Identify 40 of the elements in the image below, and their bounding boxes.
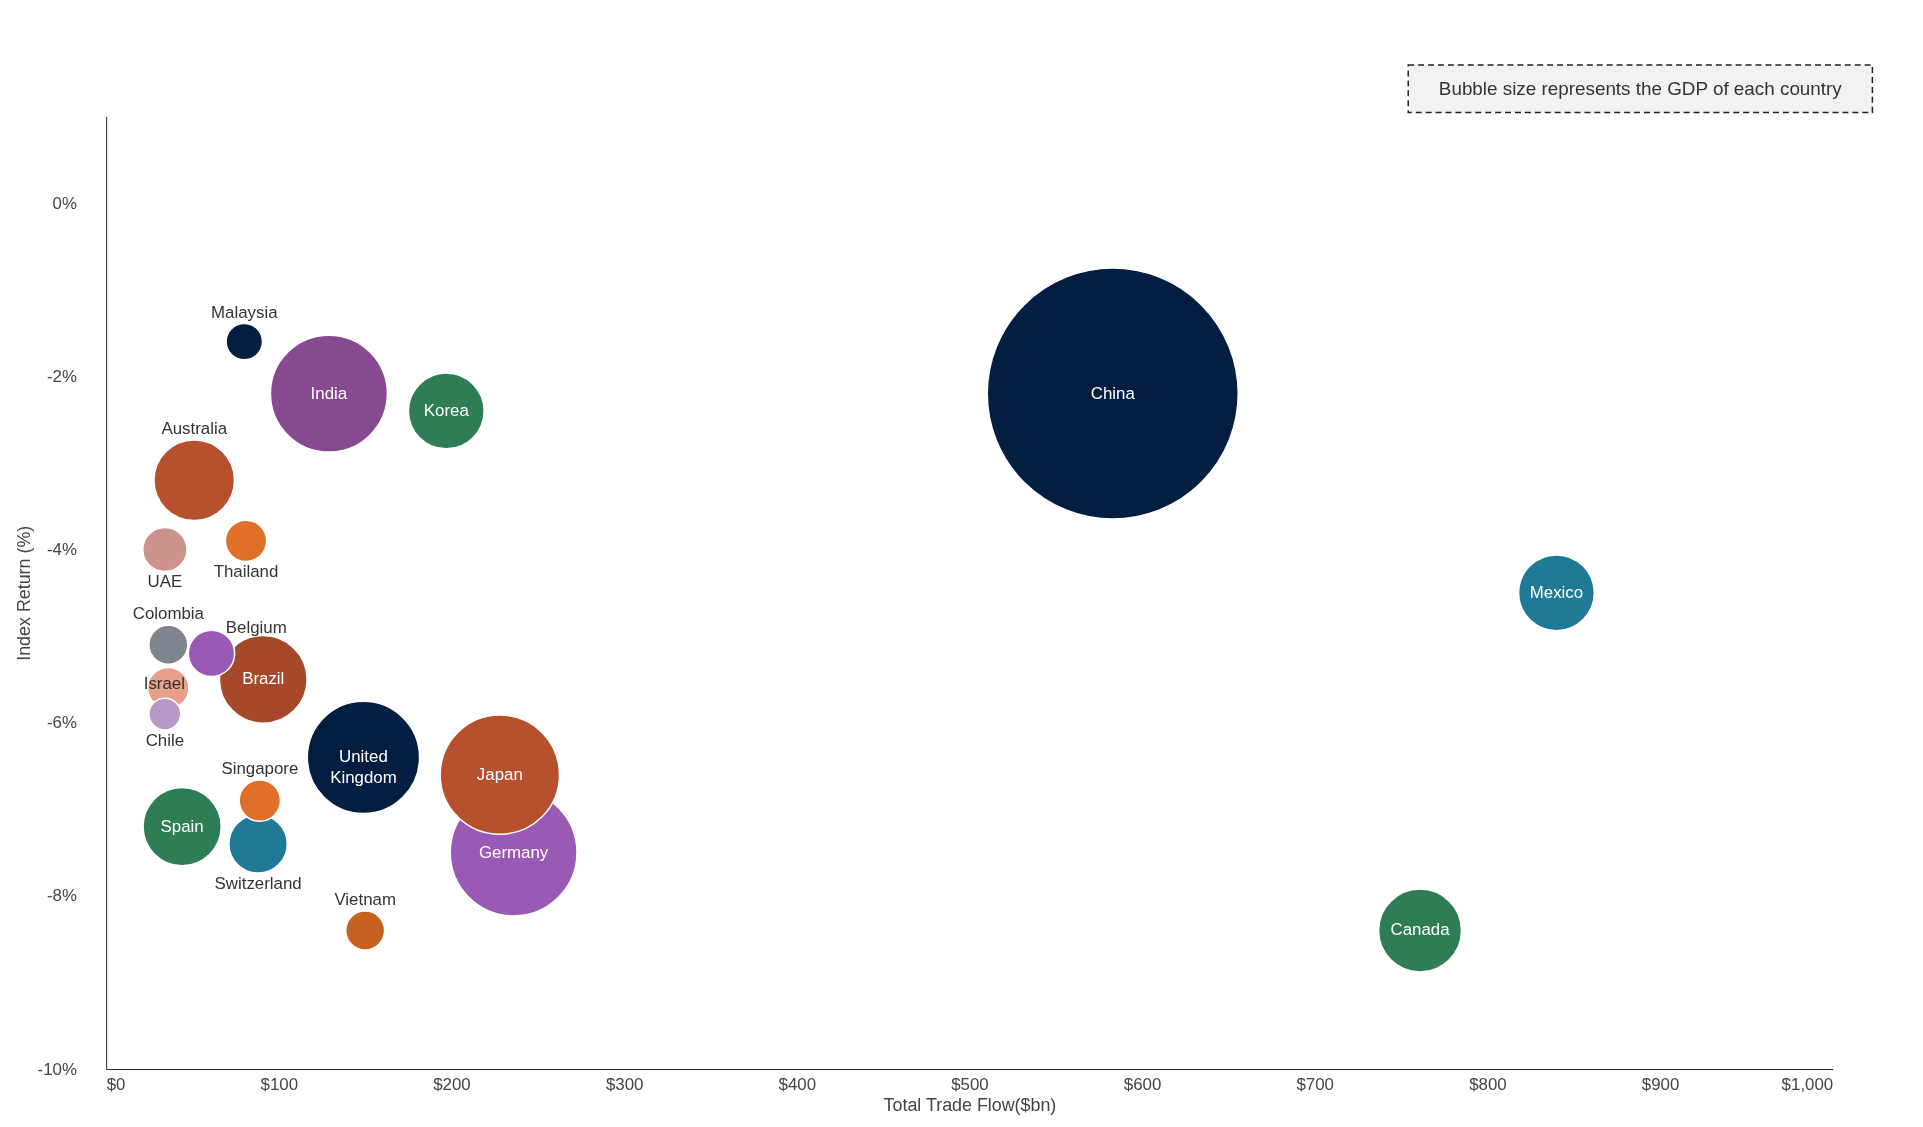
series-label: Mexico	[1529, 582, 1584, 602]
x-tick-label: $300	[605, 1075, 644, 1095]
series-label: Brazil	[242, 669, 285, 689]
x-axis-title: Total Trade Flow($bn)	[883, 1095, 1057, 1116]
y-axis-title: Index Return (%)	[13, 525, 34, 661]
y-tick-label: 0%	[52, 193, 77, 213]
y-tick-label: -2%	[46, 366, 77, 386]
series-label: Korea	[423, 400, 470, 420]
x-tick-label: $200	[433, 1075, 471, 1095]
series-label: Belgium	[225, 618, 287, 638]
x-tick-label: $900	[1641, 1075, 1680, 1095]
x-tick-label: $800	[1469, 1075, 1507, 1095]
series-label: Thailand	[213, 562, 279, 582]
series-label: Colombia	[132, 604, 205, 624]
series-label: Japan	[476, 764, 523, 784]
series-label: United Kingdom	[330, 747, 397, 788]
series-label: Malaysia	[211, 302, 279, 322]
x-tick-label: $500	[951, 1075, 989, 1095]
series-label: Chile	[145, 730, 185, 750]
x-tick-label: $600	[1123, 1075, 1162, 1095]
x-tick-label: $0	[106, 1075, 126, 1095]
series-label: Australia	[161, 418, 228, 438]
series-label: Spain	[160, 816, 204, 836]
series-label: Vietnam	[334, 890, 396, 910]
x-tick-label: $400	[778, 1075, 817, 1095]
series-label: India	[310, 383, 348, 403]
series-label: Canada	[1390, 920, 1451, 940]
y-tick-label: -6%	[46, 713, 77, 733]
y-tick-label: -10%	[37, 1059, 77, 1079]
series-label: Singapore	[221, 759, 299, 779]
y-tick-label: -8%	[46, 886, 77, 906]
text: Bubble size represents the GDP of each country	[1438, 77, 1843, 99]
series-label: Germany	[478, 842, 549, 862]
x-tick-label: $100	[260, 1075, 299, 1095]
x-tick-label: $700	[1296, 1075, 1334, 1095]
x-tick-label: $1,000	[1781, 1075, 1834, 1095]
y-tick-label: -4%	[46, 539, 77, 559]
series-label: Switzerland	[214, 873, 302, 893]
series-label: UAE	[147, 572, 183, 592]
series-label: China	[1090, 383, 1136, 403]
